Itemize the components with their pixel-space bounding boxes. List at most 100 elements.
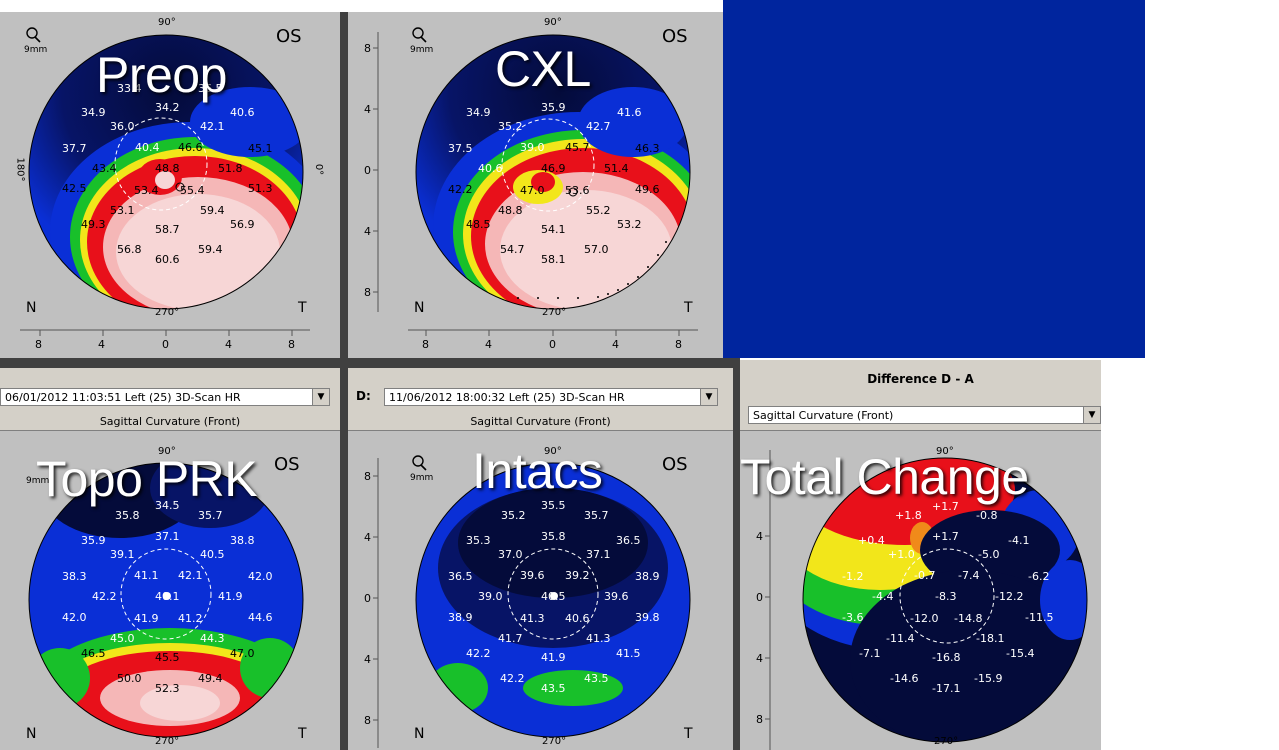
map-value: 44.6 bbox=[248, 611, 273, 624]
map-value: 45.1 bbox=[248, 142, 273, 155]
map-value: 35.2 bbox=[498, 120, 523, 133]
map-value: 36.5 bbox=[448, 570, 473, 583]
exam-select[interactable]: 06/01/2012 11:03:51 Left (25) 3D-Scan HR… bbox=[0, 388, 330, 406]
map-value: 35.3 bbox=[466, 534, 491, 547]
intacs-map-svg bbox=[373, 458, 691, 748]
map-value: -7.4 bbox=[958, 569, 980, 582]
chevron-down-icon[interactable]: ▼ bbox=[1083, 407, 1100, 423]
map-value: 41.5 bbox=[616, 647, 641, 660]
map-value: -11.5 bbox=[1025, 611, 1054, 624]
map-value: -7.1 bbox=[859, 647, 881, 660]
map-value: 47.0 bbox=[230, 647, 255, 660]
angle-270: 270° bbox=[542, 307, 567, 318]
angle-270: 270° bbox=[155, 736, 180, 747]
map-type-label: Sagittal Curvature (Front) bbox=[99, 415, 241, 428]
map-value: -8.3 bbox=[935, 590, 957, 603]
map-value: 40.5 bbox=[541, 590, 566, 603]
map-title-diff: Total Change bbox=[740, 449, 1029, 505]
map-value: 41.9 bbox=[218, 590, 243, 603]
map-value: 54.7 bbox=[500, 243, 525, 256]
map-value: 41.3 bbox=[586, 632, 611, 645]
map-value: 56.9 bbox=[230, 218, 255, 231]
map-value: 48.5 bbox=[466, 218, 491, 231]
map-value: 59.4 bbox=[198, 243, 223, 256]
map-value: 42.5 bbox=[62, 182, 87, 195]
map-value: 44.3 bbox=[200, 632, 225, 645]
exam-select[interactable]: 11/06/2012 18:00:32 Left (25) 3D-Scan HR… bbox=[384, 388, 718, 406]
nasal-label: N bbox=[414, 300, 425, 316]
map-value: 37.1 bbox=[155, 530, 180, 543]
map-value: 35.8 bbox=[541, 530, 566, 543]
map-value: -14.6 bbox=[890, 672, 919, 685]
map-value: 42.1 bbox=[178, 569, 203, 582]
intacs-values: 35.5 35.2 35.7 35.3 35.8 36.5 37.0 37.1 … bbox=[348, 368, 733, 750]
map-value: 35.5 bbox=[541, 499, 566, 512]
divider-vertical bbox=[733, 360, 740, 750]
map-value: -1.2 bbox=[842, 570, 864, 583]
map-value: -0.7 bbox=[914, 569, 936, 582]
map-value: 51.8 bbox=[218, 162, 243, 175]
map-value: -4.1 bbox=[1008, 534, 1030, 547]
map-value: 41.9 bbox=[541, 651, 566, 664]
map-value: 36.5 bbox=[198, 82, 223, 95]
map-value: 42.1 bbox=[200, 120, 225, 133]
map-value: 51.3 bbox=[248, 182, 273, 195]
map-value: 60.6 bbox=[155, 253, 180, 266]
map-value: +0.4 bbox=[858, 534, 885, 547]
angle-90: 90° bbox=[544, 17, 562, 28]
map-panel-topo: 06/01/2012 11:03:51 Left (25) 3D-Scan HR… bbox=[0, 368, 340, 750]
map-value: 58.1 bbox=[541, 253, 566, 266]
map-toolbar: 06/01/2012 11:03:51 Left (25) 3D-Scan HR… bbox=[0, 368, 340, 431]
map-value: 49.3 bbox=[81, 218, 106, 231]
chevron-down-icon[interactable]: ▼ bbox=[312, 389, 329, 405]
difference-title: Difference D - A bbox=[867, 372, 974, 386]
map-value: 59.4 bbox=[200, 204, 225, 217]
map-value: 40.6 bbox=[478, 162, 503, 175]
map-value: +1.8 bbox=[895, 509, 922, 522]
map-title-cxl: CXL bbox=[495, 41, 591, 97]
map-value: 34.2 bbox=[155, 101, 180, 114]
map-value: 35.9 bbox=[541, 101, 566, 114]
divider-horizontal bbox=[0, 358, 740, 368]
cxl-map-svg bbox=[373, 32, 698, 336]
nasal-label: N bbox=[26, 300, 37, 316]
map-value: -6.2 bbox=[1028, 570, 1050, 583]
map-value: 41.6 bbox=[617, 106, 642, 119]
preop-map-svg bbox=[20, 34, 310, 336]
map-value: 41.2 bbox=[178, 612, 203, 625]
zoom-label: 9mm bbox=[410, 473, 434, 483]
map-value: 48.8 bbox=[498, 204, 523, 217]
exam-slot-label: D: bbox=[356, 389, 371, 403]
map-value: 50.0 bbox=[117, 672, 142, 685]
map-value: 43.4 bbox=[92, 162, 117, 175]
eye-label: OS bbox=[662, 26, 688, 47]
map-value: 42.2 bbox=[448, 183, 473, 196]
map-value: 42.2 bbox=[466, 647, 491, 660]
map-value: -18.1 bbox=[976, 632, 1005, 645]
map-title-intacs: Intacs bbox=[472, 443, 603, 499]
map-value: 46.9 bbox=[541, 162, 566, 175]
angle-90: 90° bbox=[936, 446, 954, 457]
temporal-label: T bbox=[298, 726, 307, 742]
chevron-down-icon[interactable]: ▼ bbox=[700, 389, 717, 405]
map-type-select[interactable]: Sagittal Curvature (Front) ▼ bbox=[748, 406, 1101, 424]
map-value: 51.4 bbox=[604, 162, 629, 175]
map-value: -14.8 bbox=[954, 612, 983, 625]
divider-vertical bbox=[340, 12, 348, 358]
map-panel-cxl: 8 4 0 4 8 8 4 0 4 8 9mm OS N T 90° 270° … bbox=[348, 12, 723, 358]
map-value: 48.8 bbox=[155, 162, 180, 175]
angle-270: 270° bbox=[542, 736, 567, 747]
map-value: -15.9 bbox=[974, 672, 1003, 685]
map-value: 42.2 bbox=[500, 672, 525, 685]
map-value: -12.2 bbox=[995, 590, 1024, 603]
diff-toolbar: Difference D - A Sagittal Curvature (Fro… bbox=[740, 360, 1101, 431]
cxl-values: 35.9 34.9 41.6 35.2 42.7 37.5 39.0 45.7 … bbox=[348, 12, 723, 358]
map-value: 53.1 bbox=[110, 204, 135, 217]
map-value: 39.6 bbox=[520, 569, 545, 582]
map-value: 45.0 bbox=[110, 632, 135, 645]
map-value: 40.6 bbox=[230, 106, 255, 119]
map-value: 36.5 bbox=[616, 534, 641, 547]
map-value: -4.4 bbox=[872, 590, 894, 603]
map-value: -16.8 bbox=[932, 651, 961, 664]
map-value: -0.8 bbox=[976, 509, 998, 522]
